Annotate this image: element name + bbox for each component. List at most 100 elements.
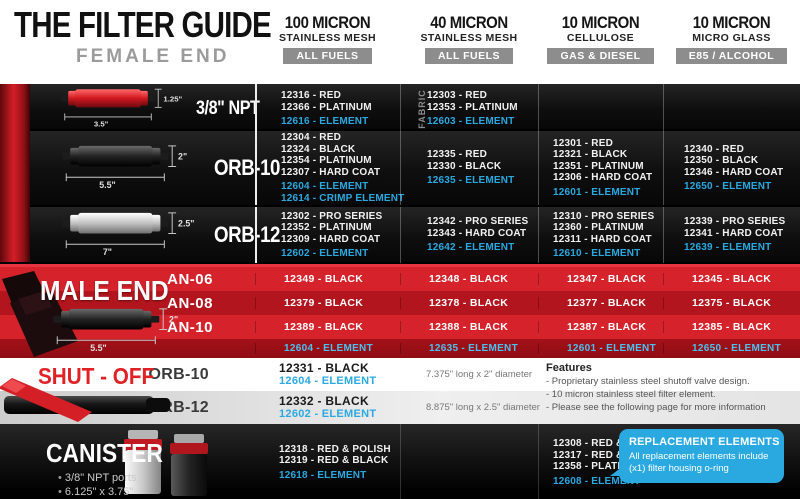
column-header-10-micron-cellulose: 10 MICRON CELLULOSE GAS & DIESEL [538,0,663,84]
fuel-badge: ALL FUELS [283,48,372,64]
red-filter-photo-strip [0,84,30,262]
row-label-cell: 2" 5.5" ORB-10 [30,131,280,205]
parts-cell: 12389 - BLACK [255,321,400,333]
parts-cell: 12635 - ELEMENT [400,343,538,354]
size-note: 8.875" long x 2.5" diameter [426,402,540,413]
row-label: ORB-12 [214,222,281,247]
part-number: 12321 - BLACK [553,149,628,161]
shut-off-section: SHUT - OFF ORB-10 12331 - BLACK 12604 - EL… [0,358,800,424]
feature-item: - Please see the following page for more… [546,402,766,413]
element-number: 12616 - ELEMENT [281,116,369,128]
male-end-title: MALE END [40,275,169,306]
page-title: THE FILTER GUIDE [14,4,272,45]
parts-cell: 12387 - BLACK [538,321,663,333]
element-number: 12635 - ELEMENT [427,175,515,187]
column-header-10-micron-micro-glass: 10 MICRON MICRO GLASS E85 / ALCOHOL [663,0,800,84]
svg-text:2": 2" [169,315,178,325]
part-number: 12379 - BLACK [284,297,364,309]
element-number: 12604 - ELEMENT [281,181,369,192]
column-media: STAINLESS MESH [279,32,376,44]
element-number: 12614 - CRIMP ELEMENT [281,192,405,204]
part-number: 12353 - PLATINUM [427,101,518,113]
column-media: MICRO GLASS [692,32,771,44]
female-row-orb12: 2.5" 7" ORB-12 12302 - PRO SERIES 12352 - … [0,207,800,264]
row-label: 3/8" NPT [196,98,260,119]
parts-cell: 12339 - PRO SERIES 12341 - HARD COAT 12639… [663,207,800,263]
element-number: 12603 - ELEMENT [427,116,515,128]
parts-cell: 12650 - ELEMENT [663,343,800,354]
part-number: 12324 - BLACK [281,143,356,155]
part-number: 12317 - RED & BLACK [553,449,663,461]
parts-cell: 12304 - RED 12324 - BLACK 12354 - PLATINUM… [255,131,405,205]
features-list: - Proprietary stainless steel shutoff va… [546,375,791,414]
element-number: 12601 - ELEMENT [553,186,641,198]
parts-cell: 12349 - BLACK [255,273,400,285]
parts-cell: 12601 - ELEMENT [538,343,663,354]
part-number: 12346 - HARD COAT [684,166,784,178]
part-number: 12307 - HARD COAT [281,166,381,178]
replacement-elements-callout: REPLACEMENT ELEMENTS All replacement ele… [610,429,784,483]
parts-cell: 12335 - RED 12330 - BLACK 12635 - ELEMENT [400,131,538,205]
parts-cell: 12604 - ELEMENT [255,343,400,354]
column-micron: 10 MICRON [561,13,640,32]
female-row-orb10: 2" 5.5" ORB-10 12304 - RED 12324 - BLACK 12… [0,131,800,207]
parts-cell: 12332 - BLACK 12602 - ELEMENT [255,391,400,424]
column-media: STAINLESS MESH [420,32,518,44]
male-element-row: 12604 - ELEMENT 12635 - ELEMENT 12601 - EL… [0,339,800,358]
part-number: 12308 - RED & POLISH [553,438,665,449]
element-number: 12642 - ELEMENT [427,242,515,254]
canister-title: CANISTER [46,438,163,468]
part-number: 12349 - BLACK [284,273,364,285]
part-number: 12366 - PLATINUM [281,101,372,113]
part-number: 12347 - BLACK [567,273,647,285]
parts-cell: 12378 - BLACK [400,297,538,309]
part-number: 12339 - PRO SERIES [684,216,786,228]
part-number: 12343 - HARD COAT [427,227,527,239]
svg-text:5.5": 5.5" [90,343,106,353]
parts-cell [663,84,800,134]
row-label: ORB-10 [214,155,281,180]
parts-cell: 12302 - PRO SERIES 12352 - PLATINUM 12309 … [255,207,400,263]
parts-cell: 12375 - BLACK [663,297,800,309]
parts-cell: 12318 - RED & POLISH 12319 - RED & BLACK 1… [255,424,400,499]
part-number: 12311 - HARD COAT [553,233,652,245]
part-number: 12319 - RED & BLACK [279,455,389,467]
part-number: 12351 - PLATINUM [553,160,644,172]
parts-cell: 12340 - RED 12350 - BLACK 12346 - HARD COA… [663,131,800,205]
element-number: 12604 - ELEMENT [279,374,377,387]
element-number: 12650 - ELEMENT [692,343,781,354]
part-number: 12350 - BLACK [684,155,759,166]
part-number: 12348 - BLACK [429,273,509,285]
parts-cell: 12379 - BLACK [255,297,400,309]
element-number: 12635 - ELEMENT [429,343,518,354]
row-label-cell: 2.5" 7" ORB-12 [30,207,280,263]
part-number: 12302 - PRO SERIES [281,210,383,222]
parts-cell: 12301 - RED 12321 - BLACK 12351 - PLATINUM… [538,131,663,205]
canister-spec: 6.125" x 3.75" [58,485,140,499]
canister-parts: 12318 - RED & POLISH 12319 - RED & BLACK 1… [0,424,800,499]
part-number: 12306 - HARD COAT [553,172,653,184]
part-number: 12330 - BLACK [427,160,502,172]
part-number: 12316 - RED [281,90,342,102]
element-number: 12601 - ELEMENT [567,343,656,354]
an-size-label: AN-06 [167,270,213,288]
parts-cell: 12316 - RED 12366 - PLATINUM 12616 - ELEME… [255,84,400,134]
parts-cell: 12348 - BLACK [400,273,538,285]
male-filter-image: 2" 5.5" [46,303,196,359]
fuel-badge: E85 / ALCOHOL [675,48,788,64]
features-title: Features [546,362,592,374]
part-number: 12341 - HARD COAT [684,227,784,239]
part-number: 12301 - RED [553,137,614,149]
svg-text:7": 7" [103,247,112,257]
female-end-table: 1.25" 3.5" 3/8" NPT 12316 - RED 12366 - PL… [0,84,800,264]
column-micron: 100 MICRON [284,13,371,32]
parts-cell [400,424,538,499]
callout-body: All replacement elements include (x1) fi… [629,451,769,474]
part-number: 12358 - PLATINUM [553,461,644,472]
shut-off-title: SHUT - OFF [38,363,155,389]
parts-cell: 12385 - BLACK [663,321,800,333]
part-number: 12389 - BLACK [284,321,364,333]
parts-cell [538,84,663,134]
size-note: 7.375" long x 2" diameter [426,369,533,380]
